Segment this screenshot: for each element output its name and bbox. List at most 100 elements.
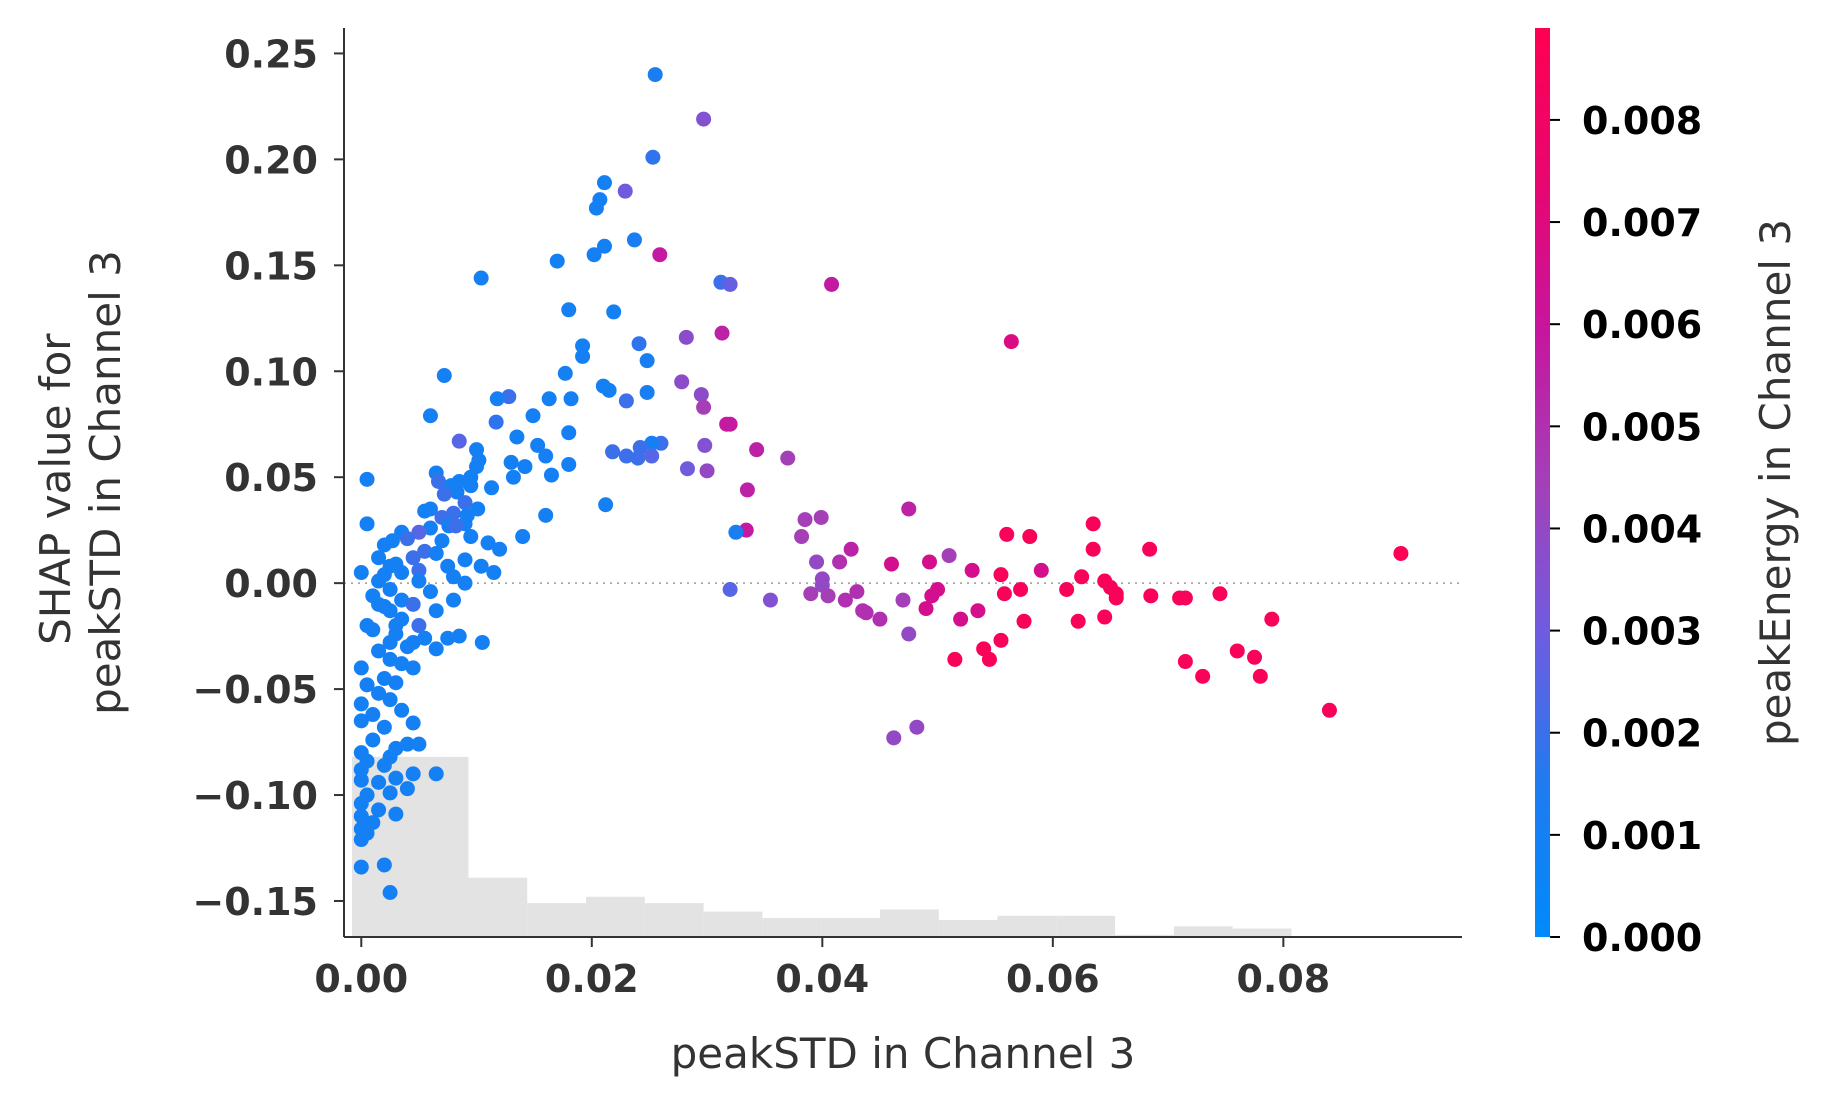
data-point-62: [517, 459, 533, 475]
data-point-68: [505, 469, 521, 485]
data-point-107: [399, 531, 415, 547]
data-point-89: [813, 509, 829, 525]
data-point-25: [557, 365, 573, 381]
data-point-20: [1003, 334, 1019, 350]
data-point-188: [411, 618, 427, 634]
data-point-58: [618, 448, 634, 464]
histogram: [352, 756, 1292, 937]
data-point-239: [388, 770, 404, 786]
data-point-46: [509, 429, 525, 445]
data-point-132: [1033, 562, 1049, 578]
colorbar-tick-label: 0.006: [1582, 303, 1702, 347]
histogram-bar-14: [1232, 928, 1292, 937]
data-point-50: [749, 442, 765, 458]
data-point-75: [484, 480, 500, 496]
data-point-40: [488, 414, 504, 430]
data-point-115: [417, 543, 433, 559]
histogram-bar-8: [879, 909, 939, 937]
data-point-183: [1070, 613, 1086, 629]
data-point-113: [843, 541, 859, 557]
data-point-3: [596, 175, 612, 191]
data-point-35: [563, 391, 579, 407]
data-point-242: [399, 781, 415, 797]
data-point-45: [561, 425, 577, 441]
data-point-84: [445, 505, 461, 521]
colorbar-title: peakEnergy in Channel 3: [1751, 219, 1800, 746]
data-point-177: [428, 603, 444, 619]
data-point-228: [365, 732, 381, 748]
data-point-166: [837, 592, 853, 608]
colorbar-tick-label: 0.005: [1582, 405, 1702, 449]
colorbar-tick-label: 0.003: [1582, 610, 1702, 654]
x-tick-label: 0.04: [775, 957, 869, 1001]
data-point-213: [1252, 668, 1268, 684]
data-point-125: [883, 556, 899, 572]
data-point-167: [394, 592, 410, 608]
data-point-76: [739, 482, 755, 498]
data-point-210: [405, 660, 421, 676]
data-point-134: [394, 565, 410, 581]
histogram-bar-10: [997, 915, 1057, 937]
data-point-26: [436, 367, 452, 383]
data-point-235: [376, 757, 392, 773]
data-point-31: [693, 387, 709, 403]
data-point-168: [445, 592, 461, 608]
data-point-100: [411, 524, 427, 540]
data-point-243: [382, 785, 398, 801]
data-point-130: [411, 562, 427, 578]
data-point-52: [530, 437, 546, 453]
data-point-204: [1247, 649, 1263, 665]
data-point-9: [586, 247, 602, 263]
data-point-18: [714, 325, 730, 341]
data-point-67: [543, 467, 559, 483]
data-point-104: [794, 529, 810, 545]
data-point-237: [428, 766, 444, 782]
y-axis-title: SHAP value for peakSTD in Channel 3: [31, 250, 130, 715]
data-point-139: [445, 569, 461, 585]
colorbar-tick-label: 0.000: [1582, 916, 1702, 960]
data-point-142: [371, 573, 387, 589]
data-point-196: [993, 632, 1009, 648]
data-point-212: [1195, 668, 1211, 684]
data-point-124: [922, 554, 938, 570]
y-tick-label: 0.00: [224, 562, 318, 606]
data-point-176: [970, 603, 986, 619]
data-point-15: [824, 276, 840, 292]
data-point-78: [436, 486, 452, 502]
histogram-bar-5: [703, 911, 763, 937]
data-point-247: [388, 806, 404, 822]
data-point-157: [803, 586, 819, 602]
data-point-185: [1264, 611, 1280, 627]
data-point-70: [359, 471, 375, 487]
data-point-222: [365, 707, 381, 723]
data-point-47: [644, 435, 660, 451]
data-point-184: [1016, 613, 1032, 629]
data-point-191: [901, 626, 917, 642]
data-point-120: [405, 550, 421, 566]
histogram-bar-2: [527, 903, 587, 937]
y-axis-ticks: −0.15 −0.10 −0.05 0.00 0.05 0.10 0.15 0.20 0.25: [192, 32, 344, 924]
data-point-14: [722, 276, 738, 292]
data-point-29: [601, 382, 617, 398]
data-point-189: [365, 622, 381, 638]
data-point-135: [486, 565, 502, 581]
x-axis-title: peakSTD in Channel 3: [671, 1029, 1136, 1078]
data-point-151: [382, 582, 398, 598]
data-point-229: [399, 736, 415, 752]
colorbar-tick-label: 0.004: [1582, 507, 1702, 551]
data-point-158: [820, 588, 836, 604]
data-point-96: [422, 520, 438, 536]
data-point-241: [371, 774, 387, 790]
y-tick-label: −0.15: [192, 880, 318, 924]
data-point-77: [449, 484, 465, 500]
data-point-30: [639, 384, 655, 400]
data-point-217: [371, 685, 387, 701]
data-point-248: [353, 808, 369, 824]
data-point-238: [405, 766, 421, 782]
data-point-95: [448, 518, 464, 534]
colorbar-tick-label: 0.008: [1582, 99, 1702, 143]
data-point-122: [809, 554, 825, 570]
data-point-64: [679, 461, 695, 477]
data-point-37: [696, 399, 712, 415]
data-point-61: [561, 456, 577, 472]
